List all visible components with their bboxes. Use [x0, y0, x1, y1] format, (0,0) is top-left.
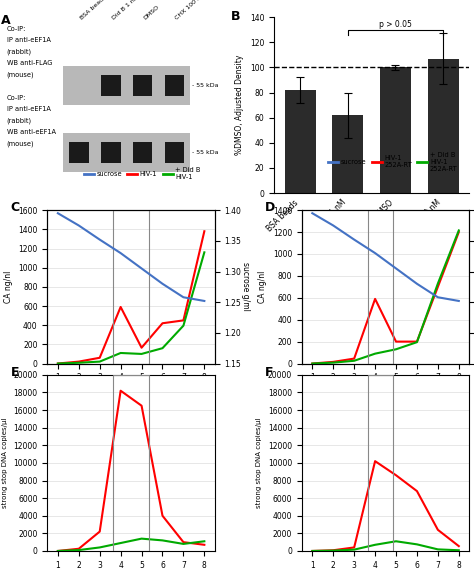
Bar — [164, 75, 184, 97]
Text: IP anti-eEF1A: IP anti-eEF1A — [7, 37, 51, 43]
Bar — [101, 142, 120, 163]
Bar — [64, 66, 190, 105]
Legend: sucrose, HIV-1, + Did B
HIV-1: sucrose, HIV-1, + Did B HIV-1 — [81, 164, 203, 183]
Y-axis label: CA ng/nl: CA ng/nl — [4, 271, 13, 303]
Text: A: A — [1, 14, 10, 27]
Bar — [113, 210, 149, 364]
Bar — [101, 75, 120, 97]
Bar — [368, 210, 393, 364]
Text: (rabbit): (rabbit) — [7, 49, 32, 55]
Text: Did B 1 nM: Did B 1 nM — [111, 0, 139, 20]
Bar — [113, 375, 149, 551]
Bar — [133, 142, 152, 163]
Text: CHX 100 nM: CHX 100 nM — [174, 0, 206, 20]
Bar — [332, 115, 364, 193]
Bar — [133, 75, 152, 97]
Text: D: D — [265, 201, 275, 214]
Text: (rabbit): (rabbit) — [7, 118, 32, 124]
Bar — [69, 142, 89, 163]
Legend: sucrose, HIV-1
252A-RT, + Did B
HIV-1
252A-RT: sucrose, HIV-1 252A-RT, + Did B HIV-1 25… — [325, 149, 460, 174]
Bar — [64, 133, 190, 172]
Text: p > 0.05: p > 0.05 — [379, 20, 412, 29]
Text: WB anti-eEF1A: WB anti-eEF1A — [7, 129, 55, 135]
Y-axis label: strong stop DNA copies/µl: strong stop DNA copies/µl — [2, 417, 8, 508]
Text: (mouse): (mouse) — [7, 140, 34, 147]
Bar — [164, 142, 184, 163]
Text: B: B — [231, 10, 241, 23]
Text: Co-IP:: Co-IP: — [7, 26, 26, 32]
Text: BSA beads: BSA beads — [79, 0, 107, 20]
Bar — [380, 68, 411, 193]
Text: C: C — [10, 201, 20, 214]
Text: - 55 kDa: - 55 kDa — [192, 83, 219, 88]
Text: F: F — [265, 366, 273, 379]
Text: - 55 kDa: - 55 kDa — [192, 150, 219, 155]
Y-axis label: CA ng/nl: CA ng/nl — [258, 271, 267, 303]
Text: IP anti-eEF1A: IP anti-eEF1A — [7, 106, 51, 112]
Text: DMSO: DMSO — [143, 4, 160, 20]
Bar — [368, 375, 393, 551]
Bar — [285, 90, 316, 193]
Text: E: E — [10, 366, 19, 379]
Y-axis label: sucrose g/ml: sucrose g/ml — [241, 262, 250, 311]
Text: Co-IP:: Co-IP: — [7, 94, 26, 101]
Y-axis label: %DMSO, Adjusted Density: %DMSO, Adjusted Density — [235, 55, 244, 155]
Bar — [428, 59, 458, 193]
Y-axis label: strong stop DNA copies/µl: strong stop DNA copies/µl — [256, 417, 262, 508]
Text: WB anti-FLAG: WB anti-FLAG — [7, 60, 52, 66]
Text: (mouse): (mouse) — [7, 72, 34, 78]
